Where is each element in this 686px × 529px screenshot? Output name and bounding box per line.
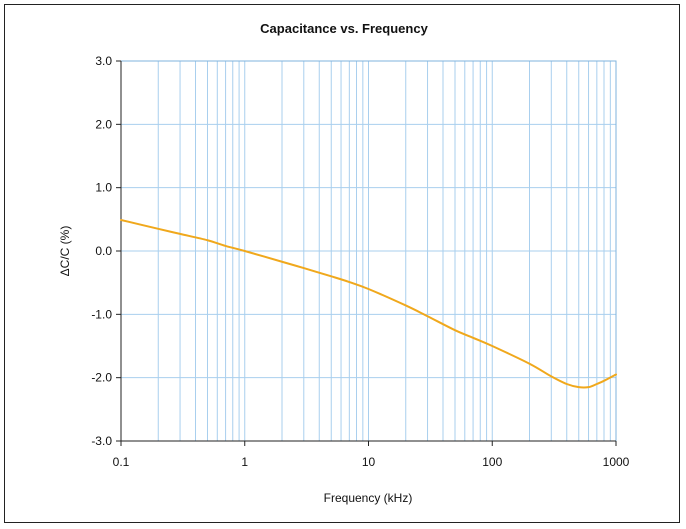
x-axis-label: Frequency (kHz) [324, 491, 413, 505]
chart-frame: Capacitance vs. Frequency -3.0 -2.0 -1.0 0.… [4, 4, 680, 523]
y-axis-label: ΔC/C (%) [58, 226, 72, 277]
x-tick-label: 1 [241, 455, 248, 469]
y-tick-label: -1.0 [91, 307, 112, 321]
series-line [120, 218, 617, 389]
series-layer [120, 218, 617, 389]
chart: Capacitance vs. Frequency -3.0 -2.0 -1.0 0.… [58, 21, 630, 505]
y-tick-label: -3.0 [91, 434, 112, 448]
y-tick-label: 2.0 [95, 117, 112, 131]
y-tick-label: 3.0 [95, 54, 112, 68]
y-tick-label: 0.0 [95, 244, 112, 258]
x-tick-label: 10 [362, 455, 376, 469]
chart-title: Capacitance vs. Frequency [260, 21, 428, 36]
axes: -3.0 -2.0 -1.0 0.0 1.0 2.0 3.0 0.1 1 10 100 1000 [91, 54, 629, 469]
x-tick-label: 1000 [603, 455, 630, 469]
y-tick-label: -2.0 [91, 371, 112, 385]
x-tick-label: 0.1 [113, 455, 130, 469]
x-tick-label: 100 [482, 455, 502, 469]
y-tick-label: 1.0 [95, 181, 112, 195]
